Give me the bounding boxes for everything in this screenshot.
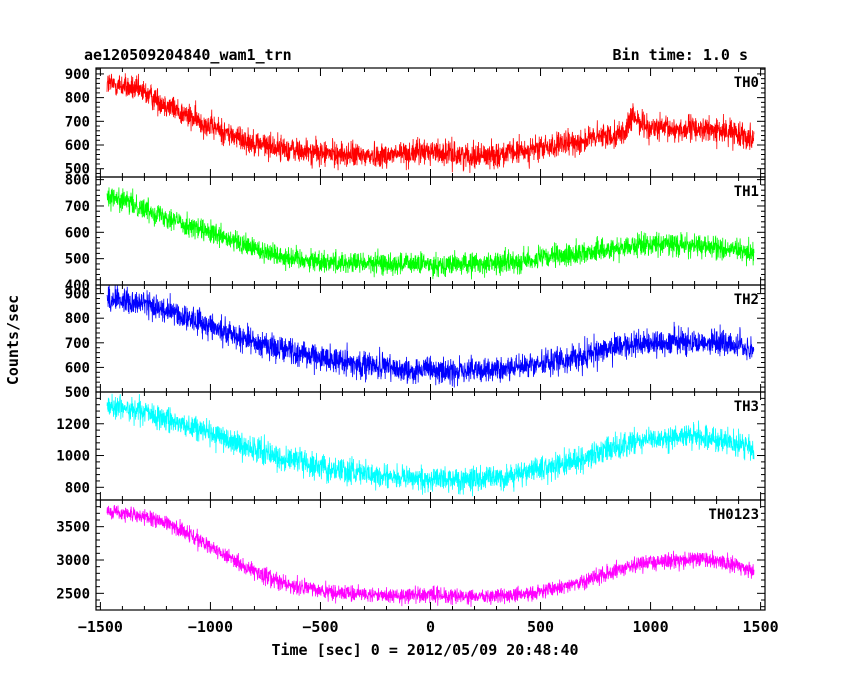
y-tick-label: 3000 (56, 553, 90, 569)
panels-group: 500 600 700 800 900 TH0 400 500 600 700 800 TH1 500 6… (56, 67, 766, 611)
y-tick-label: 1000 (56, 449, 90, 465)
series-th0123 (106, 505, 755, 607)
panel-name-label: TH0123 (708, 507, 759, 523)
y-tick-label: 1200 (56, 417, 90, 433)
y-tick-label: 600 (65, 138, 90, 154)
panel-name-label: TH2 (734, 292, 759, 308)
panel-name-label: TH3 (734, 399, 759, 415)
y-tick-label: 900 (65, 67, 90, 83)
panel-th2: 500 600 700 800 900 TH2 (65, 284, 766, 401)
y-tick-label: 800 (65, 311, 90, 327)
y-tick-label: 900 (65, 287, 90, 303)
x-tick-label: −1000 (188, 618, 233, 636)
panel-th1: 400 500 600 700 800 TH1 (65, 173, 766, 294)
panel-th0: 500 600 700 800 900 TH0 (65, 67, 766, 178)
x-tick-label: −1500 (78, 618, 123, 636)
panel-name-label: TH1 (734, 184, 759, 200)
x-tick-label: 1500 (743, 618, 779, 636)
y-tick-label: 500 (65, 252, 90, 268)
series-th2 (106, 285, 755, 388)
x-axis-label: Time [sec] 0 = 2012/05/09 20:48:40 (271, 641, 578, 659)
y-tick-label: 500 (65, 162, 90, 178)
panel-th0123: 2500 3000 3500 TH0123 (56, 499, 766, 611)
y-tick-label: 800 (65, 91, 90, 107)
x-tick-label: 500 (527, 618, 554, 636)
y-tick-label: 2500 (56, 586, 90, 602)
y-tick-label: 500 (65, 385, 90, 401)
y-tick-label: 3500 (56, 520, 90, 536)
panel-name-label: TH0 (734, 75, 759, 91)
x-axis: −1500 −1000 −500 0 500 1000 1500 (78, 618, 779, 636)
chart-title: ae120509204840_wam1_trn (84, 46, 292, 64)
x-tick-label: 1000 (633, 618, 669, 636)
bin-time-label: Bin time: 1.0 s (613, 46, 748, 64)
y-tick-label: 400 (65, 278, 90, 294)
x-tick-label: 0 (426, 618, 435, 636)
series-th0 (106, 73, 755, 173)
panel-th3: 800 1000 1200 TH3 (56, 391, 766, 501)
y-axis-label: Counts/sec (4, 295, 22, 385)
y-tick-label: 600 (65, 225, 90, 241)
y-tick-label: 700 (65, 199, 90, 215)
y-tick-label: 800 (65, 173, 90, 189)
series-th1 (106, 187, 755, 280)
series-th3 (106, 393, 755, 497)
x-tick-label: −500 (302, 618, 338, 636)
y-tick-label: 800 (65, 480, 90, 496)
y-tick-label: 700 (65, 114, 90, 130)
y-tick-label: 700 (65, 336, 90, 352)
y-tick-label: 600 (65, 360, 90, 376)
